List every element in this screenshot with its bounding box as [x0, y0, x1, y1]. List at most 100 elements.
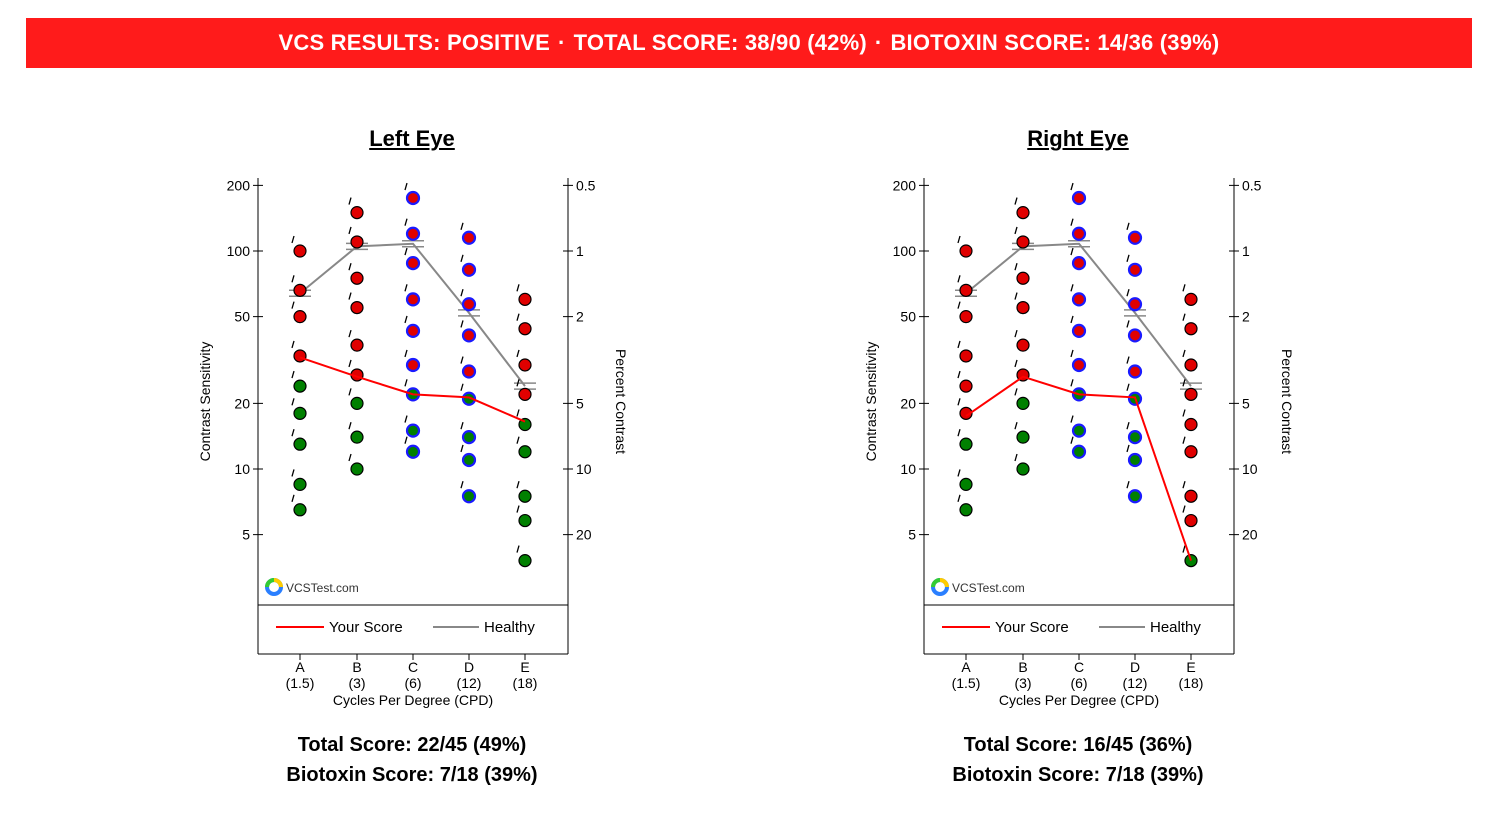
target-tick: [1014, 329, 1018, 338]
target-tick: [291, 340, 295, 349]
target-tick: [460, 481, 464, 489]
target-dot: [1071, 292, 1087, 307]
x-tick-cpd-label: (12): [1123, 675, 1148, 691]
target-dot: [959, 310, 973, 324]
x-tick-cpd-label: (6): [1070, 675, 1087, 691]
target-dot: [350, 462, 364, 476]
target-tick: [516, 409, 520, 417]
y2-axis-label: Percent Contrast: [613, 349, 629, 454]
target-dot: [1071, 256, 1087, 271]
target-dot: [959, 244, 973, 258]
y2-tick-label: 5: [576, 395, 584, 411]
target-dot: [405, 357, 421, 373]
target-tick: [1014, 453, 1018, 462]
target-dot: [1127, 297, 1143, 312]
results-value: POSITIVE: [446, 30, 551, 55]
vcstest-logo: VCSTest.com: [931, 578, 1025, 596]
logo-text: VCSTest.com: [286, 581, 359, 595]
x-tick-label: A: [295, 659, 305, 675]
y-tick-label: 20: [234, 395, 250, 411]
target-tick: [1014, 388, 1018, 396]
target-tick: [348, 359, 352, 368]
target-dot: [405, 190, 421, 206]
y-tick-label: 5: [242, 527, 250, 543]
biotoxin-score-label: BIOTOXIN SCORE:: [890, 30, 1092, 55]
target-tick: [957, 398, 961, 406]
logo-text: VCSTest.com: [952, 581, 1025, 595]
target-tick: [291, 275, 295, 283]
target-tick: [1126, 421, 1130, 430]
target-dot: [959, 379, 973, 393]
target-dot: [1071, 190, 1087, 206]
target-dot: [293, 310, 307, 324]
target-tick: [1014, 359, 1018, 368]
target-dot: [1184, 292, 1198, 306]
target-tick: [291, 428, 295, 437]
target-dot: [1071, 226, 1087, 241]
target-tick: [516, 505, 520, 513]
legend-healthy-label: Healthy: [1150, 619, 1201, 636]
target-dot: [1016, 338, 1030, 352]
target-dot: [1016, 462, 1030, 476]
target-tick: [1070, 415, 1074, 423]
target-dot: [461, 364, 477, 379]
target-dot: [461, 452, 477, 468]
x-tick-cpd-label: (18): [1179, 675, 1204, 691]
target-dot: [1071, 444, 1087, 459]
target-dot: [350, 206, 364, 220]
results-banner: VCS RESULTS: POSITIVE · TOTAL SCORE: 38/…: [26, 18, 1472, 68]
target-tick: [1070, 247, 1074, 256]
y-tick-label: 100: [893, 243, 917, 259]
vcstest-logo: VCSTest.com: [265, 578, 359, 596]
logo-arc-icon: [931, 578, 941, 588]
target-dot: [518, 445, 532, 459]
separator: ·: [874, 30, 883, 55]
target-tick: [1182, 409, 1186, 417]
x-tick-cpd-label: (1.5): [952, 675, 981, 691]
target-tick: [1182, 545, 1186, 553]
target-tick: [1014, 263, 1018, 271]
right-eye-chart: 200 0.5 100 1 50 2 20 5 10 10 5 20 Contrast Sensitiv…: [863, 177, 1295, 708]
target-dot: [293, 477, 307, 491]
y-axis-label: Contrast Sensitivity: [197, 342, 213, 462]
target-dot: [293, 349, 307, 363]
target-tick: [1070, 182, 1074, 191]
target-tick: [1182, 313, 1186, 321]
target-dot: [1127, 328, 1143, 343]
target-dot: [1184, 358, 1198, 372]
target-tick: [1126, 254, 1130, 262]
target-dot: [959, 349, 973, 363]
target-tick: [1182, 379, 1186, 387]
target-tick: [460, 356, 464, 364]
target-dot: [1127, 230, 1143, 245]
healthy-series-line: [965, 242, 1192, 387]
x-axis-label: Cycles Per Degree (CPD): [333, 692, 493, 708]
target-tick: [404, 247, 408, 256]
legend-your-score-label: Your Score: [329, 619, 403, 636]
x-tick-label: D: [464, 659, 474, 675]
target-tick: [348, 453, 352, 462]
target-tick: [1182, 436, 1186, 444]
target-tick: [1182, 349, 1186, 358]
target-dot: [1016, 430, 1030, 444]
target-dot: [959, 437, 973, 451]
your-score-series-line: [965, 375, 1192, 561]
target-tick: [348, 263, 352, 271]
target-tick: [460, 320, 464, 328]
target-dot: [1127, 489, 1143, 504]
target-dot: [1127, 430, 1143, 445]
target-tick: [404, 349, 408, 358]
x-axis-label: Cycles Per Degree (CPD): [999, 692, 1159, 708]
x-tick-cpd-label: (3): [1014, 675, 1031, 691]
y-axis-label: Contrast Sensitivity: [863, 342, 879, 462]
target-tick: [348, 197, 352, 205]
separator: ·: [558, 30, 566, 55]
target-tick: [516, 481, 520, 489]
target-dot: [1071, 423, 1087, 438]
target-dot: [293, 283, 307, 297]
target-tick: [1126, 222, 1130, 230]
target-tick: [1182, 505, 1186, 513]
target-dot: [518, 417, 532, 432]
y2-tick-label: 10: [1242, 461, 1258, 477]
target-tick: [460, 222, 464, 230]
